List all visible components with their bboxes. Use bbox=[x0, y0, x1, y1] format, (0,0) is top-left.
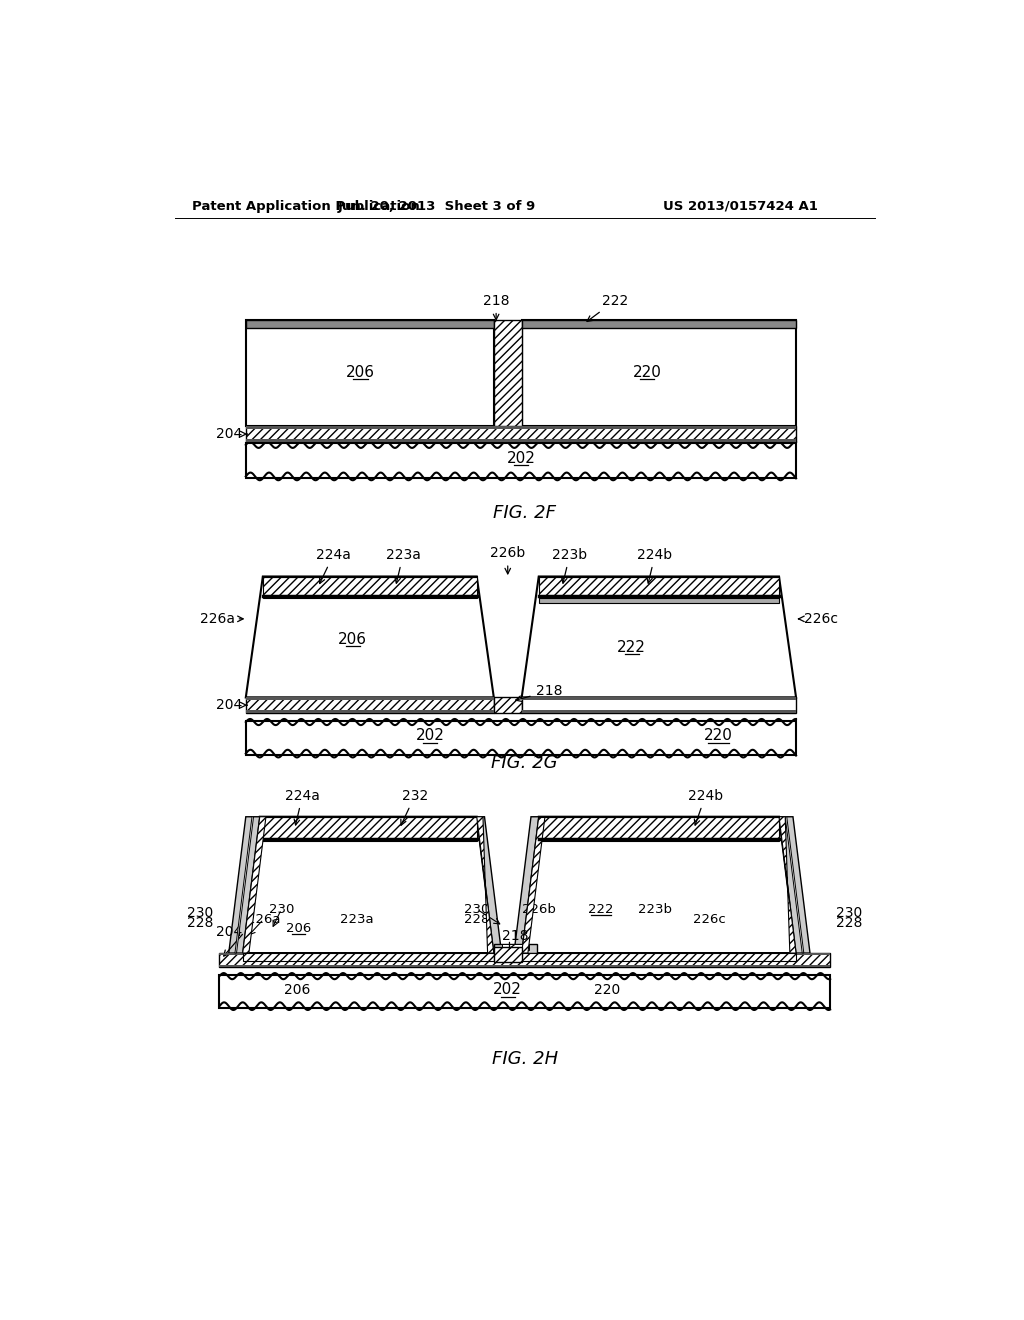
Text: 226a: 226a bbox=[247, 912, 281, 925]
Text: Patent Application Publication: Patent Application Publication bbox=[191, 199, 419, 213]
Bar bbox=[246, 721, 796, 755]
Bar bbox=[246, 697, 494, 700]
Polygon shape bbox=[539, 817, 779, 841]
Text: 224a: 224a bbox=[316, 548, 351, 583]
Bar bbox=[521, 697, 796, 700]
Bar bbox=[246, 697, 494, 713]
Text: 226b: 226b bbox=[490, 546, 525, 574]
Text: 223a: 223a bbox=[340, 912, 374, 925]
Text: 230: 230 bbox=[837, 906, 862, 920]
Polygon shape bbox=[539, 577, 779, 598]
Polygon shape bbox=[494, 321, 521, 426]
Bar bbox=[246, 426, 796, 429]
Text: 220: 220 bbox=[594, 983, 621, 997]
Text: 222: 222 bbox=[588, 903, 613, 916]
Bar bbox=[246, 444, 796, 478]
Text: 206: 206 bbox=[346, 364, 375, 380]
Bar bbox=[521, 321, 796, 327]
Text: 228: 228 bbox=[464, 913, 489, 927]
Bar bbox=[502, 944, 529, 950]
Bar bbox=[219, 953, 830, 956]
Text: 222: 222 bbox=[617, 640, 646, 655]
Bar bbox=[494, 944, 538, 953]
Text: 204: 204 bbox=[216, 925, 243, 940]
Bar bbox=[521, 710, 796, 713]
Bar bbox=[246, 440, 796, 442]
Polygon shape bbox=[779, 817, 810, 953]
Text: 206: 206 bbox=[286, 921, 311, 935]
Text: 226c: 226c bbox=[693, 912, 726, 925]
Text: 223b: 223b bbox=[552, 548, 588, 583]
Text: 206: 206 bbox=[338, 632, 368, 647]
Polygon shape bbox=[477, 817, 502, 953]
Text: FIG. 2F: FIG. 2F bbox=[494, 504, 556, 521]
Text: 218: 218 bbox=[516, 684, 562, 701]
Text: FIG. 2H: FIG. 2H bbox=[492, 1051, 558, 1068]
Polygon shape bbox=[521, 953, 796, 961]
Text: 226c: 226c bbox=[804, 612, 838, 626]
Bar bbox=[219, 965, 830, 966]
Text: 220: 220 bbox=[705, 729, 733, 743]
Bar bbox=[246, 321, 494, 327]
Polygon shape bbox=[521, 817, 796, 953]
Polygon shape bbox=[785, 817, 804, 953]
Text: 204: 204 bbox=[216, 428, 243, 441]
Bar bbox=[246, 321, 494, 426]
Polygon shape bbox=[263, 577, 477, 598]
Text: 230: 230 bbox=[268, 903, 294, 916]
Text: 230: 230 bbox=[187, 906, 213, 920]
Bar bbox=[521, 697, 796, 713]
Text: 220: 220 bbox=[633, 364, 662, 380]
Text: 228: 228 bbox=[186, 916, 213, 931]
Text: 232: 232 bbox=[400, 789, 428, 825]
Text: 204: 204 bbox=[216, 698, 243, 711]
Polygon shape bbox=[260, 817, 477, 841]
Polygon shape bbox=[521, 577, 796, 697]
Polygon shape bbox=[243, 817, 494, 953]
Text: 224b: 224b bbox=[688, 789, 723, 825]
Text: 202: 202 bbox=[494, 982, 522, 998]
Text: 224a: 224a bbox=[285, 789, 319, 825]
Text: 223a: 223a bbox=[386, 548, 421, 583]
Polygon shape bbox=[779, 817, 796, 953]
Text: 218: 218 bbox=[502, 929, 528, 949]
Text: Jun. 20, 2013  Sheet 3 of 9: Jun. 20, 2013 Sheet 3 of 9 bbox=[337, 199, 536, 213]
Text: 222: 222 bbox=[587, 294, 628, 322]
Polygon shape bbox=[246, 577, 494, 697]
Polygon shape bbox=[243, 817, 266, 953]
Polygon shape bbox=[234, 817, 254, 953]
Text: US 2013/0157424 A1: US 2013/0157424 A1 bbox=[663, 199, 817, 213]
Text: FIG. 2G: FIG. 2G bbox=[492, 754, 558, 772]
Bar bbox=[246, 426, 796, 442]
Text: 218: 218 bbox=[483, 294, 509, 319]
Polygon shape bbox=[521, 817, 545, 953]
Text: 226a: 226a bbox=[200, 612, 234, 626]
Polygon shape bbox=[514, 817, 539, 953]
Polygon shape bbox=[243, 953, 494, 961]
Text: 230: 230 bbox=[464, 903, 489, 916]
Bar bbox=[539, 598, 779, 603]
Bar bbox=[521, 321, 796, 426]
Text: 224b: 224b bbox=[637, 548, 673, 583]
Polygon shape bbox=[494, 697, 521, 713]
Bar bbox=[494, 946, 521, 962]
Bar bbox=[219, 953, 830, 966]
Polygon shape bbox=[477, 817, 494, 953]
Text: 206: 206 bbox=[284, 983, 310, 997]
Text: 202: 202 bbox=[507, 451, 536, 466]
Bar bbox=[219, 974, 830, 1007]
Text: 228: 228 bbox=[837, 916, 863, 931]
Text: 202: 202 bbox=[416, 729, 444, 743]
Bar bbox=[246, 710, 494, 713]
Text: 226b: 226b bbox=[522, 903, 556, 916]
Polygon shape bbox=[228, 817, 260, 953]
Text: 223b: 223b bbox=[638, 903, 672, 916]
